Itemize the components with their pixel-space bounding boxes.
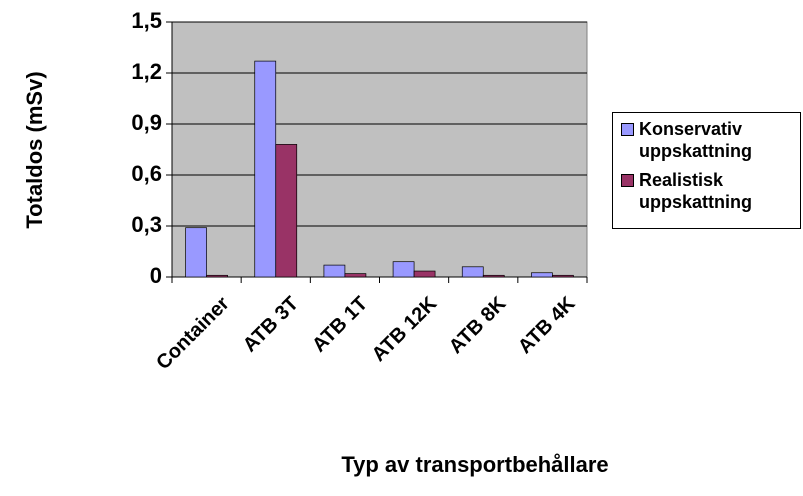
bar [344,273,367,278]
bar [185,227,207,278]
bar [254,60,277,278]
bar [392,261,415,278]
y-tick-label: 0,6 [131,161,162,186]
bar [413,270,436,278]
legend-label: Konservativ uppskattning [639,119,752,161]
x-tick-label: ATB 8K [445,292,511,358]
y-tick-label: 0,9 [131,110,162,135]
y-axis-label: Totaldos (mSv) [22,71,47,228]
y-tick-label: 0,3 [131,212,162,237]
legend-swatch [621,174,634,187]
bar [482,274,505,278]
x-tick-label: ATB 4K [514,292,580,358]
x-tick-label: ATB 1T [308,293,372,357]
bar [275,144,298,278]
legend-label: Realistisk uppskattning [639,170,752,212]
legend-swatch [621,123,634,136]
bar [531,272,553,278]
bar [552,274,574,278]
y-tick-label: 1,5 [131,8,162,33]
plot-area [171,21,588,278]
x-tick-label: Container [152,292,234,374]
legend: Konservativ uppskattning Realistisk uppsk… [612,112,801,229]
x-tick-label: ATB 12K [368,292,442,366]
legend-item: Konservativ uppskattning [621,118,800,162]
legend-item: Realistisk uppskattning [621,169,800,213]
bar [461,266,484,278]
y-tick-label: 0 [150,263,162,288]
x-axis-label: Typ av transportbehållare [341,452,608,477]
bar [206,274,228,278]
x-tick-label: ATB 3T [239,293,303,357]
y-tick-label: 1,2 [131,59,162,84]
bar [323,264,346,278]
